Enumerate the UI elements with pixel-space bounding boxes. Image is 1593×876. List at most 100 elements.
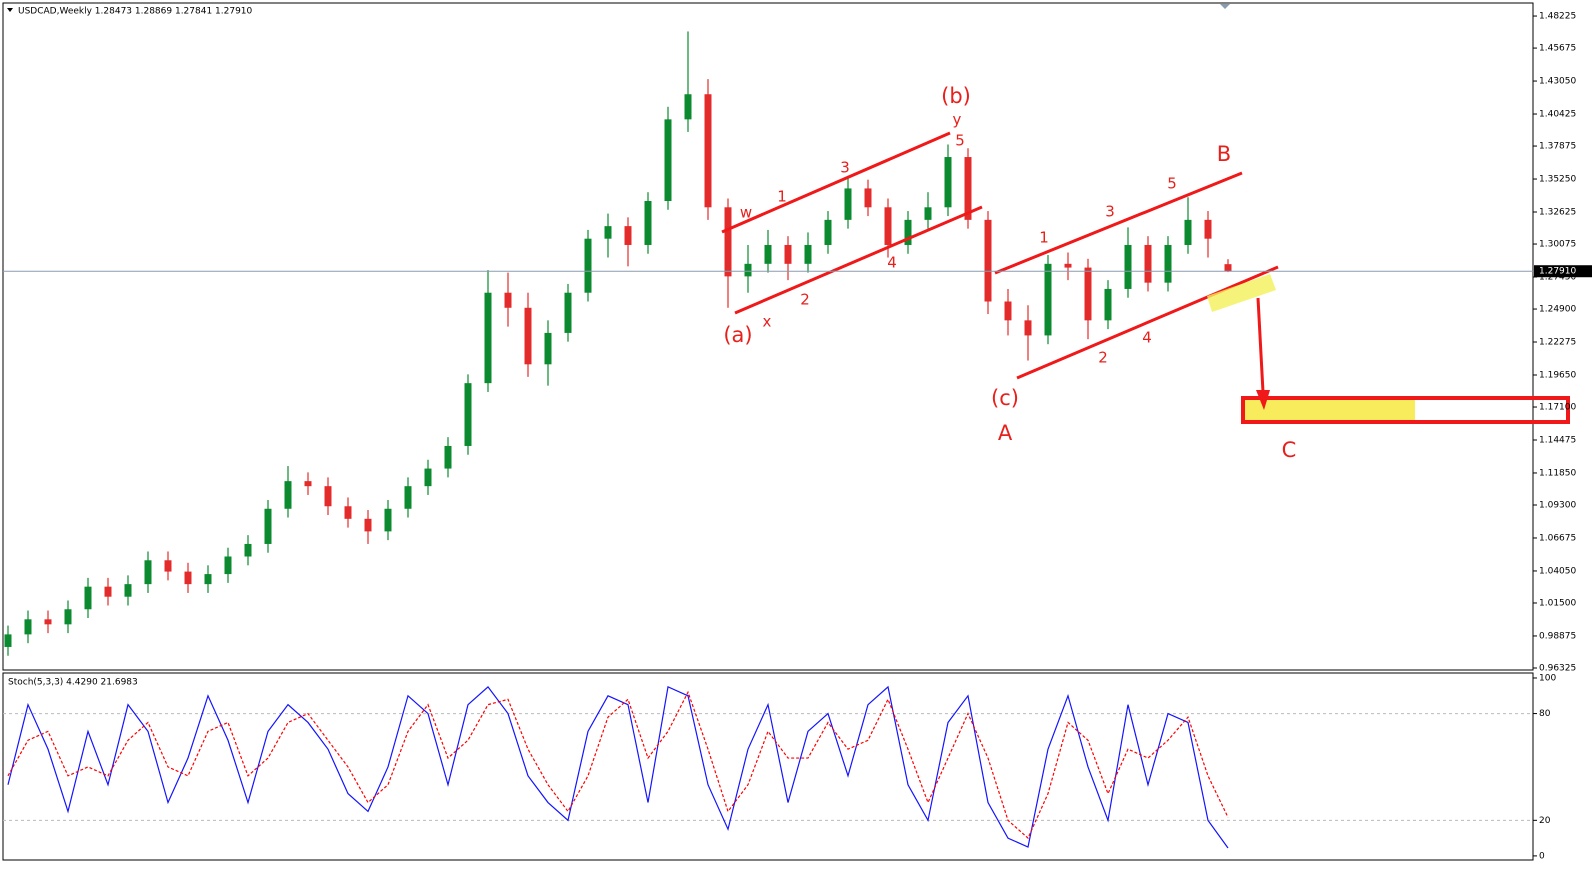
- candle-body: [1024, 320, 1032, 336]
- wave-label: C: [1282, 438, 1297, 462]
- y-tick-label: 0: [1539, 851, 1545, 861]
- candle-body: [24, 619, 32, 635]
- candle-body: [764, 244, 772, 264]
- wave-label: (c): [991, 386, 1019, 410]
- target-fill: [1245, 400, 1415, 420]
- candle-body: [1204, 219, 1212, 239]
- y-tick-label: 1.09300: [1539, 501, 1576, 511]
- y-tick-label: 1.32625: [1539, 208, 1576, 218]
- target-box: [1241, 396, 1570, 424]
- y-tick-label: 1.27450: [1539, 273, 1576, 283]
- candle-body: [1164, 244, 1172, 283]
- channel-line: [734, 205, 983, 315]
- candle-body: [324, 486, 332, 507]
- wave-label: 3: [840, 159, 850, 177]
- wave-label: 5: [955, 132, 965, 150]
- candle-body: [1064, 263, 1072, 268]
- candle-body: [444, 445, 452, 469]
- y-tick-label: 1.17100: [1539, 403, 1576, 413]
- candle-body: [644, 201, 652, 245]
- channel-line: [1016, 265, 1279, 380]
- candle-body: [4, 634, 12, 647]
- candle-body: [244, 543, 252, 557]
- candle-body: [844, 188, 852, 220]
- y-tick-label: 1.06675: [1539, 533, 1576, 543]
- y-tick-label: 1.37875: [1539, 142, 1576, 152]
- candle-body: [564, 292, 572, 333]
- wave-label: x: [763, 313, 772, 331]
- y-tick-label: 0.96325: [1539, 663, 1576, 673]
- candle-body: [424, 468, 432, 487]
- wave-label: w: [740, 204, 752, 222]
- candle-body: [1144, 244, 1152, 283]
- candle-body: [104, 586, 112, 597]
- candle-body: [524, 307, 532, 365]
- menu-arrow: [7, 8, 13, 12]
- arrow-shaft: [1256, 297, 1265, 393]
- y-tick-label: 1.48225: [1539, 12, 1576, 22]
- price-label-box: [1534, 265, 1592, 278]
- y-tick-label: 1.43050: [1539, 77, 1576, 87]
- candle-body: [1084, 267, 1092, 321]
- candle-body: [604, 226, 612, 239]
- stoch-title: Stoch(5,3,3) 4.4290 21.6983: [8, 678, 138, 688]
- wave-label: 3: [1105, 203, 1115, 221]
- candle-body: [284, 481, 292, 509]
- candle-body: [1224, 264, 1232, 272]
- candle-body: [984, 219, 992, 302]
- y-tick-label: 1.35250: [1539, 175, 1576, 185]
- wave-label: (b): [941, 84, 971, 108]
- channel-line: [721, 131, 951, 234]
- arrow-head: [1256, 390, 1270, 410]
- candle-body: [784, 244, 792, 264]
- y-tick-label: 80: [1539, 709, 1551, 719]
- y-tick-label: 1.19650: [1539, 370, 1576, 380]
- candle-body: [624, 226, 632, 245]
- y-tick-label: 1.04050: [1539, 566, 1576, 576]
- y-tick-label: 1.30075: [1539, 240, 1576, 250]
- candle-body: [804, 244, 812, 264]
- candle-body: [944, 157, 952, 208]
- y-tick-label: 0.98875: [1539, 631, 1576, 641]
- candle-body: [704, 94, 712, 208]
- y-tick-label: 1.01500: [1539, 598, 1576, 608]
- wave-label: 1: [777, 188, 787, 206]
- main-panel: [2, 2, 1534, 671]
- stoch-panel: [2, 672, 1534, 861]
- candle-body: [684, 94, 692, 120]
- y-tick-label: 1.14475: [1539, 435, 1576, 445]
- candle-body: [864, 188, 872, 208]
- candle-body: [1124, 244, 1132, 289]
- candle-body: [64, 609, 72, 625]
- candle-body: [1004, 301, 1012, 321]
- y-tick-label: 1.45675: [1539, 44, 1576, 54]
- candle-body: [924, 207, 932, 220]
- candle-body: [504, 292, 512, 308]
- candle-body: [744, 263, 752, 277]
- candle-body: [404, 486, 412, 509]
- wave-label: A: [998, 421, 1013, 445]
- candle-body: [364, 518, 372, 532]
- candle-body: [584, 238, 592, 293]
- wave-label: 4: [887, 254, 897, 272]
- stoch-line: [7, 690, 1229, 840]
- candle-body: [164, 560, 172, 572]
- candle-body: [344, 506, 352, 519]
- shift-marker: [1220, 4, 1230, 9]
- candle-body: [84, 586, 92, 610]
- y-tick-label: 1.22275: [1539, 338, 1576, 348]
- wave-label: (a): [723, 323, 752, 347]
- candle-body: [664, 119, 672, 202]
- candle-body: [904, 219, 912, 245]
- candle-body: [204, 574, 212, 585]
- price-label: 1.27910: [1539, 267, 1576, 277]
- y-tick-label: 1.24900: [1539, 305, 1576, 315]
- wave-label: B: [1217, 142, 1231, 166]
- y-tick-label: 20: [1539, 816, 1551, 826]
- wave-label: 1: [1039, 229, 1049, 247]
- candle-body: [44, 619, 52, 625]
- candle-body: [144, 560, 152, 585]
- wave-label: 2: [1098, 349, 1108, 367]
- candle-body: [464, 383, 472, 446]
- candle-body: [484, 292, 492, 384]
